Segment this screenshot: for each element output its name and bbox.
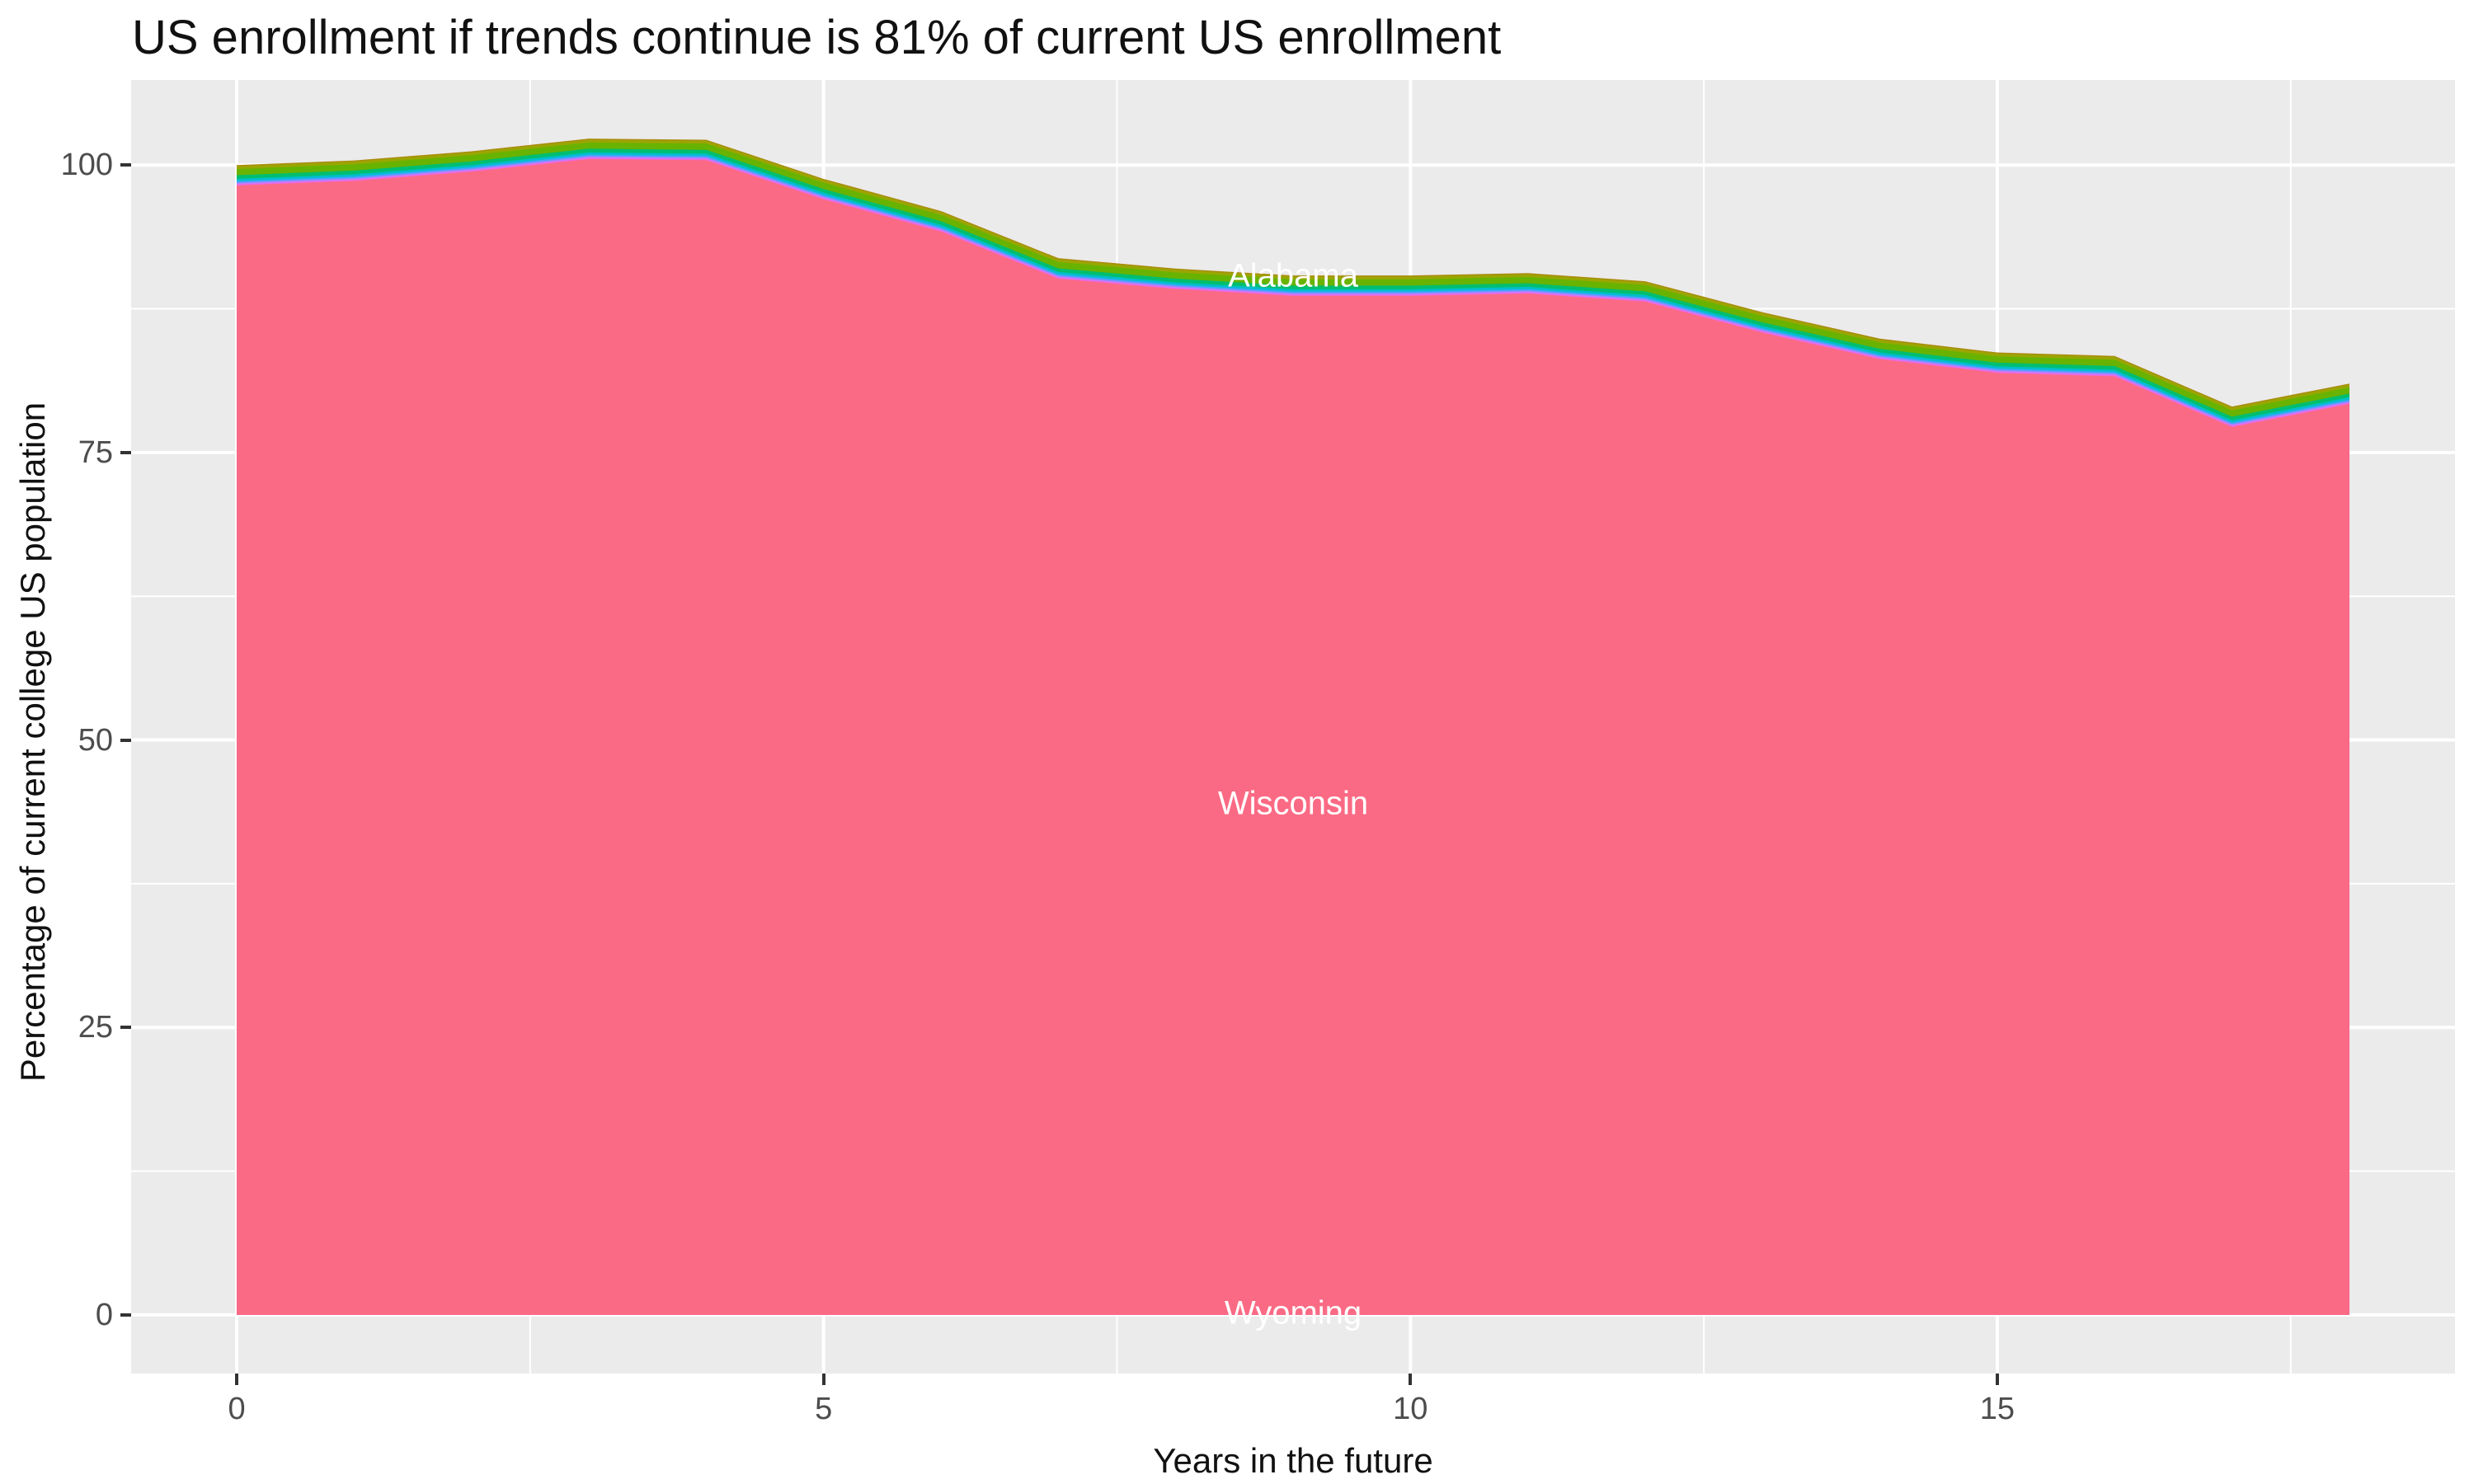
x-tick-label: 10: [1393, 1392, 1428, 1426]
y-tick-label: 25: [78, 1010, 113, 1045]
y-tick-label: 0: [95, 1297, 113, 1332]
area-chart-canvas: Alabama Wisconsin Wyoming: [131, 80, 2455, 1374]
state-label-wisconsin: Wisconsin: [1218, 786, 1368, 822]
state-label-alabama: Alabama: [1228, 257, 1359, 294]
y-tick-mark: [120, 450, 131, 454]
y-tick-mark: [120, 1026, 131, 1030]
x-tick-label: 0: [228, 1392, 246, 1426]
y-tick-label: 50: [78, 722, 113, 758]
x-tick-label: 15: [1979, 1392, 2015, 1426]
y-tick-mark: [120, 1313, 131, 1317]
y-tick-label: 75: [78, 434, 113, 470]
x-tick-mark: [235, 1374, 239, 1385]
area-band-wisconsin: [237, 158, 2349, 1315]
x-tick-label: 5: [815, 1392, 833, 1426]
state-label-wyoming: Wyoming: [1225, 1294, 1362, 1331]
x-axis-title: Years in the future: [1153, 1441, 1433, 1480]
y-tick-mark: [120, 163, 131, 167]
x-tick-mark: [1995, 1374, 1999, 1385]
y-tick-label: 100: [60, 148, 113, 183]
x-tick-mark: [821, 1374, 825, 1385]
x-tick-mark: [1409, 1374, 1413, 1385]
plot-panel: Alabama Wisconsin Wyoming: [131, 80, 2455, 1374]
chart-title: US enrollment if trends continue is 81% …: [132, 11, 1502, 64]
y-tick-mark: [120, 738, 131, 742]
